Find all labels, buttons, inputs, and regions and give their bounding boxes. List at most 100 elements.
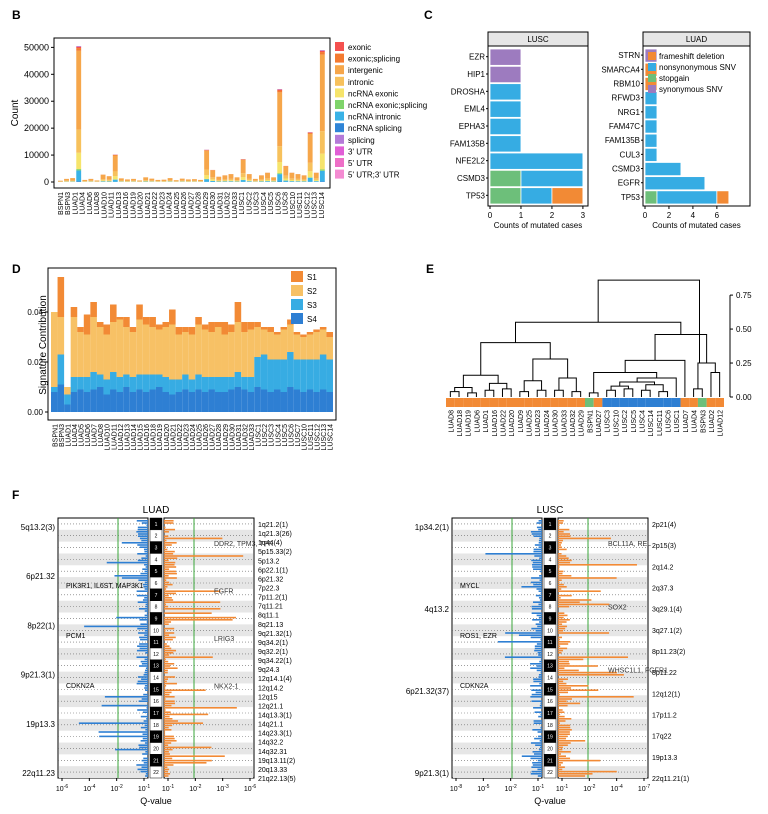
panel-d-segment-S4 — [214, 392, 222, 412]
panel-b-legend-swatch — [335, 100, 344, 109]
panel-d-segment-S4 — [64, 404, 71, 412]
panel-b-xtick-label: LUAD4 — [80, 192, 87, 215]
panel-f-lusc-amplification-bar — [558, 566, 560, 568]
panel-d-segment-S2 — [208, 332, 215, 377]
panel-b-segment — [198, 179, 203, 182]
panel-f-luad-amplification-bar — [164, 572, 177, 575]
panel-d-legend-swatch — [291, 271, 303, 282]
panel-f-lusc-deletion-bar — [534, 649, 542, 652]
panel-f-luad-gene-annotation-right: LRIG3 — [214, 636, 234, 643]
panel-b-bar-LUAD29 — [216, 176, 222, 182]
panel-b-segment — [319, 131, 325, 154]
panel-f-luad-deletion-bar — [144, 634, 148, 636]
panel-c-lusc-gene-label: DROSHA — [451, 87, 486, 96]
panel-d-xtick-label: LUAD19 — [157, 424, 164, 451]
panel-f-lusc-amplification-bar — [558, 711, 565, 713]
panel-f-luad-deletion-bar — [144, 614, 148, 617]
panel-d-segment-S3 — [142, 374, 150, 392]
panel-d-segment-S2 — [129, 332, 137, 377]
panel-f-lusc-peak-label-left: 6p21.32(37) — [406, 687, 449, 696]
panel-b-segment — [271, 177, 277, 181]
panel-f-lusc-chromosome-number: 13 — [547, 664, 553, 670]
panel-f-luad-amplification-bar — [164, 751, 169, 753]
panel-d-bar-LUSC7 — [293, 332, 301, 412]
panel-d-bar-LUAD24 — [188, 327, 196, 412]
panel-b-segment — [106, 176, 112, 180]
panel-f-luad-peak-label-left: 19p13.3 — [26, 720, 55, 729]
panel-b-bar-LUAD5 — [82, 179, 88, 182]
panel-d-segment-S4 — [175, 392, 183, 412]
panel-c-luad-bar-FAM135B — [644, 133, 658, 148]
panel-b-bar-LUAD13 — [118, 178, 124, 182]
panel-d-bar-LUAD26 — [201, 324, 209, 412]
panel-f-lusc-deletion-bar — [533, 707, 542, 709]
panel-d-segment-S2 — [64, 387, 71, 395]
panel-d-segment-S3 — [306, 359, 314, 390]
panel-b-xtick-label: LUSC10 — [290, 192, 297, 219]
panel-f-lusc-deletion-bar — [538, 616, 542, 619]
panel-e-leaf-label: LUAD4 — [692, 410, 699, 433]
panel-f-luad-chromosome-number: 20 — [153, 746, 159, 752]
panel-d-xtick-label: LUAD31 — [236, 424, 243, 451]
panel-c-legend-swatch — [648, 85, 656, 93]
panel-f-luad-xtick-label: 10-3 — [217, 784, 229, 793]
panel-e-branch — [462, 374, 499, 388]
panel-d-segment-S4 — [273, 389, 281, 412]
panel-d-bar-LUAD25 — [195, 317, 202, 412]
panel-f-luad-amplification-bar — [164, 597, 172, 599]
panel-b-ytick-label: 10000 — [24, 150, 49, 160]
panel-f-lusc-amplification-bar — [558, 702, 581, 705]
panel-d-segment-S4 — [162, 392, 170, 412]
panel-d-segment-S4 — [293, 389, 301, 412]
panel-f-luad-xtick-label: 10-1 — [162, 784, 174, 793]
panel-d-segment-S4 — [247, 392, 255, 412]
panel-f-luad-amplification-bar — [164, 632, 175, 634]
panel-f-luad-deletion-bar — [137, 645, 148, 647]
panel-b-legend-label: exonic;splicing — [348, 55, 400, 64]
panel-f-luad-amplification-bar — [164, 550, 175, 553]
panel-f-lusc-deletion-bar — [532, 564, 542, 566]
panel-b-segment — [173, 180, 179, 182]
panel-d-xtick-label: LUSC4 — [275, 424, 282, 447]
panel-d-segment-S4 — [155, 387, 163, 412]
panel-c-luad-gene-label: CUL3 — [620, 150, 641, 159]
panel-f-lusc-amplification-bar — [558, 533, 570, 535]
panel-d-segment-S1 — [313, 329, 320, 332]
panel-f-lusc-chromosome-number: 11 — [547, 640, 552, 646]
panel-f-luad-deletion-bar — [145, 751, 148, 753]
panel-f-lusc-peak-label-right: 17p11.2 — [652, 713, 677, 720]
panel-b-segment — [289, 179, 295, 182]
panel-e-leaf-color — [654, 398, 664, 407]
panel-f-lusc-deletion-bar — [537, 652, 542, 654]
panel-f-luad-peak-label-left: 8p22(1) — [27, 621, 55, 630]
panel-d-segment-S4 — [195, 389, 202, 412]
panel-f-lusc-amplification-bar — [558, 733, 570, 735]
panel-d-bar-LUSC2 — [260, 327, 268, 412]
panel-c-luad-bar-EGFR — [644, 176, 706, 191]
panel-b-segment — [70, 178, 76, 181]
panel-d-xtick-label: LUAD7 — [92, 424, 99, 447]
panel-b-segment — [259, 179, 264, 181]
panel-f-luad-amplification-bar — [164, 616, 236, 619]
panel-b-segment — [307, 171, 313, 178]
panel-f-lusc-xtick-label: 10-7 — [638, 784, 650, 793]
panel-f-luad-deletion-bar — [136, 594, 148, 597]
panel-b-segment — [234, 180, 240, 182]
panel-f-luad-deletion-bar — [144, 630, 148, 632]
panel-e-leaf-color — [689, 398, 698, 407]
panel-d-xtick-label: LUAD29 — [223, 424, 230, 451]
panel-f-luad-deletion-bar — [144, 658, 148, 661]
panel-f-luad-deletion-bar — [139, 643, 148, 645]
panel-f-lusc-deletion-bar — [538, 546, 542, 548]
panel-d-xtick-label: LUSC14 — [328, 424, 335, 451]
panel-e-ytick-label: 0.00 — [736, 393, 752, 402]
panel-b-segment — [319, 153, 325, 170]
panel-f-luad-amplification-bar — [164, 682, 177, 685]
panel-f-lusc-deletion-bar — [539, 704, 542, 707]
panel-f-lusc-amplification-bar — [558, 643, 569, 645]
panel-f-luad-deletion-bar — [141, 557, 148, 559]
panel-f-lusc-amplification-bar — [558, 630, 564, 632]
panel-b-segment — [265, 179, 270, 182]
panel-d-segment-S1 — [162, 322, 170, 327]
panel-f-luad-peak-label-right: 19q13.11(2) — [258, 758, 295, 765]
